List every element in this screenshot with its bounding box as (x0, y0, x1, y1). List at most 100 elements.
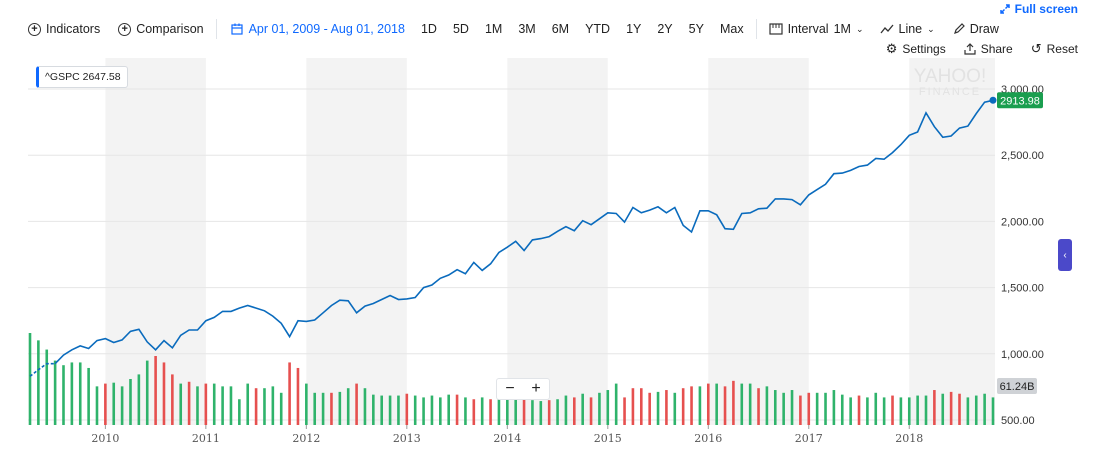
volume-bar (849, 397, 852, 425)
year-band (306, 58, 407, 425)
volume-bar (321, 392, 325, 425)
line-chart-icon (879, 24, 893, 34)
range-3m[interactable]: 3M (518, 22, 536, 36)
reset-icon: ↺ (1030, 41, 1042, 56)
y-tick-label: 1,000.00 (1001, 349, 1044, 361)
volume-bar (757, 388, 760, 425)
volume-bar (639, 388, 643, 425)
range-max[interactable]: Max (719, 22, 744, 36)
last-price-badge (997, 92, 1043, 109)
volume-bar (254, 388, 258, 425)
share-button[interactable]: Share (964, 42, 1013, 56)
range-2y[interactable]: 2Y (657, 22, 673, 36)
volume-bar (120, 386, 124, 425)
volume-bar (966, 397, 970, 425)
volume-bar (933, 390, 936, 425)
volume-bar (221, 386, 224, 425)
volume-bar (531, 400, 534, 425)
year-band (507, 58, 608, 425)
range-5d[interactable]: 5D (452, 22, 469, 36)
volume-bar (506, 399, 509, 425)
volume-bar (162, 362, 166, 425)
range-ytd[interactable]: YTD (585, 22, 611, 36)
volume-bar (439, 397, 442, 425)
volume-bar (581, 393, 584, 425)
volume-bar (556, 399, 559, 425)
volume-bar (480, 397, 484, 425)
comparison-button[interactable]: + Comparison (118, 22, 204, 36)
volume-bar (204, 383, 208, 425)
volume-bar (45, 349, 49, 425)
year-band (909, 58, 995, 425)
range-1d[interactable]: 1D (420, 22, 437, 36)
interval-value: 1M (833, 22, 851, 36)
zoom-controls: − + (496, 378, 550, 400)
settings-button[interactable]: ⚙ Settings (886, 41, 946, 57)
volume-bar (78, 362, 82, 425)
draw-button[interactable]: Draw (953, 22, 999, 36)
chevron-down-icon: ⌄ (855, 23, 864, 34)
zoom-in-button[interactable]: + (531, 380, 541, 397)
volume-bar (171, 374, 174, 425)
volume-bar (422, 397, 425, 425)
volume-bar (87, 367, 90, 425)
volume-bar (941, 393, 945, 425)
volume-bar (37, 340, 40, 425)
volume-bar (547, 400, 551, 425)
full-screen-label: Full screen (1014, 2, 1078, 16)
volume-bar (104, 383, 107, 425)
volume-bar (430, 395, 434, 425)
x-tick-label: 2013 (393, 432, 421, 445)
volume-bar (397, 395, 400, 425)
plus-circle-icon: + (28, 22, 41, 36)
volume-bar (472, 399, 476, 425)
volume-bar (447, 394, 450, 425)
volume-bar (606, 390, 610, 425)
range-1y[interactable]: 1Y (626, 22, 642, 36)
range-5y[interactable]: 5Y (688, 22, 704, 36)
volume-bar (732, 380, 735, 425)
volume-bar (455, 394, 459, 425)
volume-bar (271, 386, 275, 425)
volume-bar (949, 391, 953, 425)
volume-bar (212, 383, 216, 425)
volume-bar (614, 383, 618, 425)
collapse-panel-button[interactable]: ‹ (1058, 239, 1072, 271)
volume-bar (866, 397, 869, 425)
range-selector: Apr 01, 2009 - Aug 01, 2018 1D 5D 1M 3M … (215, 19, 744, 39)
indicators-label: Indicators (46, 22, 101, 36)
range-6m[interactable]: 6M (551, 22, 570, 36)
volume-bar (238, 399, 241, 425)
legend-value: 2647.58 (82, 71, 121, 83)
chart-secondary-toolbar: ⚙ Settings Share ↺ Reset (886, 41, 1078, 57)
volume-bar (907, 397, 911, 425)
volume-bar (656, 391, 660, 425)
reset-button[interactable]: ↺ Reset (1031, 41, 1078, 57)
volume-bar (748, 383, 752, 425)
calendar-icon (230, 23, 243, 35)
volume-bar (631, 388, 635, 425)
volume-bar (715, 383, 718, 425)
interval-dropdown[interactable]: Interval 1M ⌄ (768, 22, 864, 36)
volume-bar (330, 392, 333, 425)
chart-type-dropdown[interactable]: Line ⌄ (879, 22, 935, 36)
volume-bar (681, 388, 685, 425)
toolbar-divider (755, 19, 757, 39)
chart-toolbar: + Indicators + Comparison Apr 01, 2009 -… (28, 18, 1078, 40)
volume-bar (882, 397, 886, 425)
indicators-button[interactable]: + Indicators (28, 22, 100, 36)
volume-bar (70, 362, 74, 425)
full-screen-link[interactable]: Full screen (999, 2, 1078, 16)
volume-bar (623, 397, 626, 425)
volume-bar (380, 395, 384, 425)
volume-bar (983, 393, 986, 425)
volume-bar (355, 383, 358, 425)
volume-bar (924, 395, 928, 425)
series-legend[interactable]: ^GSPC 2647.58 (36, 66, 128, 88)
volume-bar (690, 386, 693, 425)
volume-bar (790, 390, 794, 425)
range-1m[interactable]: 1M (484, 22, 503, 36)
zoom-out-button[interactable]: − (505, 380, 515, 397)
date-range-button[interactable]: Apr 01, 2009 - Aug 01, 2018 (230, 22, 405, 36)
